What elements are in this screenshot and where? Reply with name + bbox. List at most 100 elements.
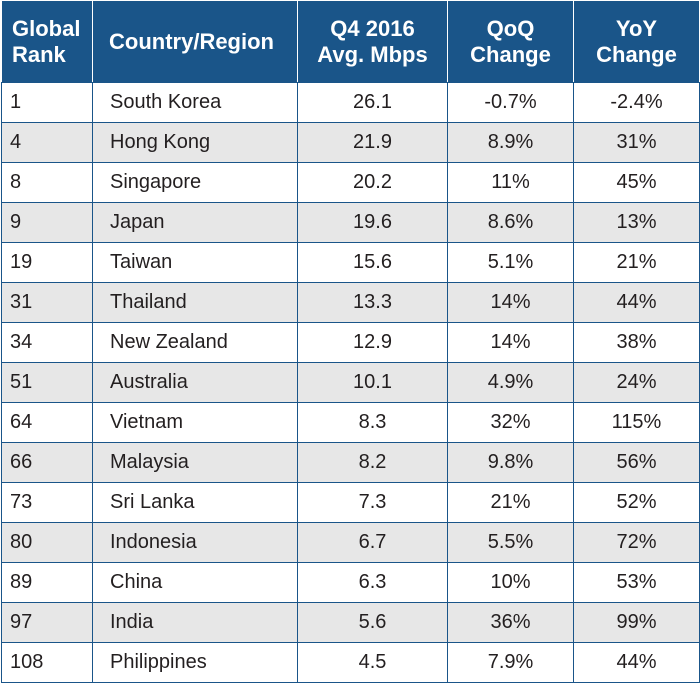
- header-yoy-change: YoY Change: [573, 0, 700, 83]
- cell-rank: 108: [1, 642, 93, 683]
- cell-country: Sri Lanka: [92, 482, 298, 523]
- cell-qoq: 8.6%: [447, 202, 574, 243]
- cell-yoy: -2.4%: [573, 82, 700, 123]
- cell-rank: 66: [1, 442, 93, 483]
- table-row: 73 Sri Lanka 7.3 21% 52%: [1, 482, 700, 523]
- cell-country: China: [92, 562, 298, 603]
- cell-speed: 20.2: [297, 162, 448, 203]
- cell-country: Taiwan: [92, 242, 298, 283]
- cell-country: Singapore: [92, 162, 298, 203]
- cell-speed: 6.7: [297, 522, 448, 563]
- cell-rank: 51: [1, 362, 93, 403]
- cell-rank: 97: [1, 602, 93, 643]
- cell-yoy: 45%: [573, 162, 700, 203]
- table-row: 80 Indonesia 6.7 5.5% 72%: [1, 522, 700, 563]
- cell-rank: 9: [1, 202, 93, 243]
- cell-speed: 5.6: [297, 602, 448, 643]
- cell-qoq: 36%: [447, 602, 574, 643]
- cell-yoy: 52%: [573, 482, 700, 523]
- cell-country: Vietnam: [92, 402, 298, 443]
- cell-qoq: 10%: [447, 562, 574, 603]
- header-global-rank-line-2: Rank: [12, 41, 66, 67]
- cell-rank: 73: [1, 482, 93, 523]
- cell-qoq: 8.9%: [447, 122, 574, 163]
- header-avg-mbps-line-1: Q4 2016: [330, 15, 415, 41]
- cell-country: New Zealand: [92, 322, 298, 363]
- cell-yoy: 21%: [573, 242, 700, 283]
- header-country-region: Country/Region: [92, 0, 298, 83]
- cell-qoq: 4.9%: [447, 362, 574, 403]
- cell-rank: 19: [1, 242, 93, 283]
- cell-qoq: 11%: [447, 162, 574, 203]
- header-global-rank-line-1: Global: [12, 15, 81, 41]
- cell-qoq: -0.7%: [447, 82, 574, 123]
- cell-speed: 10.1: [297, 362, 448, 403]
- header-row: Global Rank Country/Region Q4 2016 Avg. …: [1, 0, 700, 83]
- cell-speed: 26.1: [297, 82, 448, 123]
- cell-yoy: 115%: [573, 402, 700, 443]
- cell-rank: 89: [1, 562, 93, 603]
- cell-country: Philippines: [92, 642, 298, 683]
- cell-qoq: 14%: [447, 322, 574, 363]
- cell-rank: 8: [1, 162, 93, 203]
- cell-qoq: 9.8%: [447, 442, 574, 483]
- table-row: 8 Singapore 20.2 11% 45%: [1, 162, 700, 203]
- cell-country: Thailand: [92, 282, 298, 323]
- table-row: 108 Philippines 4.5 7.9% 44%: [1, 642, 700, 683]
- cell-speed: 7.3: [297, 482, 448, 523]
- table-row: 51 Australia 10.1 4.9% 24%: [1, 362, 700, 403]
- cell-speed: 15.6: [297, 242, 448, 283]
- cell-speed: 8.2: [297, 442, 448, 483]
- cell-qoq: 14%: [447, 282, 574, 323]
- cell-yoy: 38%: [573, 322, 700, 363]
- cell-country: Hong Kong: [92, 122, 298, 163]
- cell-rank: 34: [1, 322, 93, 363]
- cell-rank: 64: [1, 402, 93, 443]
- cell-yoy: 13%: [573, 202, 700, 243]
- table-row: 4 Hong Kong 21.9 8.9% 31%: [1, 122, 700, 163]
- cell-qoq: 7.9%: [447, 642, 574, 683]
- cell-yoy: 53%: [573, 562, 700, 603]
- cell-rank: 1: [1, 82, 93, 123]
- cell-yoy: 44%: [573, 642, 700, 683]
- cell-country: Japan: [92, 202, 298, 243]
- cell-qoq: 5.1%: [447, 242, 574, 283]
- cell-speed: 6.3: [297, 562, 448, 603]
- cell-yoy: 44%: [573, 282, 700, 323]
- cell-yoy: 56%: [573, 442, 700, 483]
- cell-speed: 4.5: [297, 642, 448, 683]
- cell-qoq: 32%: [447, 402, 574, 443]
- cell-qoq: 5.5%: [447, 522, 574, 563]
- table-row: 64 Vietnam 8.3 32% 115%: [1, 402, 700, 443]
- cell-yoy: 31%: [573, 122, 700, 163]
- cell-speed: 19.6: [297, 202, 448, 243]
- table-row: 31 Thailand 13.3 14% 44%: [1, 282, 700, 323]
- cell-country: South Korea: [92, 82, 298, 123]
- cell-yoy: 99%: [573, 602, 700, 643]
- cell-speed: 8.3: [297, 402, 448, 443]
- header-qoq-change-line-1: QoQ: [486, 15, 535, 41]
- cell-speed: 13.3: [297, 282, 448, 323]
- header-qoq-change-line-2: Change: [470, 41, 551, 67]
- header-global-rank: Global Rank: [1, 0, 93, 83]
- header-qoq-change: QoQ Change: [447, 0, 574, 83]
- cell-yoy: 72%: [573, 522, 700, 563]
- cell-yoy: 24%: [573, 362, 700, 403]
- cell-rank: 80: [1, 522, 93, 563]
- header-country-region-label: Country/Region: [109, 28, 274, 54]
- header-avg-mbps-line-2: Avg. Mbps: [317, 41, 428, 67]
- header-avg-mbps: Q4 2016 Avg. Mbps: [297, 0, 448, 83]
- cell-speed: 21.9: [297, 122, 448, 163]
- table-row: 1 South Korea 26.1 -0.7% -2.4%: [1, 82, 700, 123]
- cell-rank: 4: [1, 122, 93, 163]
- cell-country: Indonesia: [92, 522, 298, 563]
- table-row: 9 Japan 19.6 8.6% 13%: [1, 202, 700, 243]
- header-yoy-change-line-1: YoY: [615, 15, 658, 41]
- table-row: 89 China 6.3 10% 53%: [1, 562, 700, 603]
- cell-rank: 31: [1, 282, 93, 323]
- table-row: 34 New Zealand 12.9 14% 38%: [1, 322, 700, 363]
- cell-speed: 12.9: [297, 322, 448, 363]
- table-row: 19 Taiwan 15.6 5.1% 21%: [1, 242, 700, 283]
- cell-qoq: 21%: [447, 482, 574, 523]
